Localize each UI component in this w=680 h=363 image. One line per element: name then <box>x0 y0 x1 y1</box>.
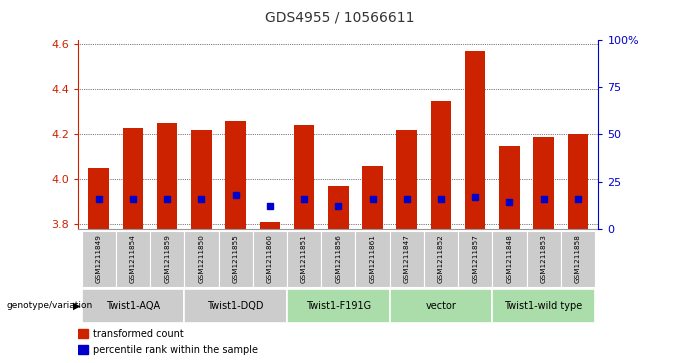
Text: GSM1211856: GSM1211856 <box>335 234 341 283</box>
Text: GSM1211855: GSM1211855 <box>233 234 239 283</box>
Bar <box>191 130 211 229</box>
Text: GSM1211861: GSM1211861 <box>369 234 375 283</box>
Bar <box>78 329 88 338</box>
Text: genotype/variation: genotype/variation <box>7 301 93 310</box>
Bar <box>424 231 458 287</box>
Text: percentile rank within the sample: percentile rank within the sample <box>92 345 258 355</box>
Bar <box>294 125 314 229</box>
Text: vector: vector <box>426 301 456 311</box>
Text: GSM1211853: GSM1211853 <box>541 234 547 283</box>
Bar <box>499 146 520 229</box>
Bar <box>184 231 218 287</box>
Bar <box>526 231 561 287</box>
Text: GSM1211851: GSM1211851 <box>301 234 307 283</box>
Bar <box>218 231 253 287</box>
Bar <box>390 289 492 323</box>
Bar <box>390 231 424 287</box>
Bar <box>430 101 452 229</box>
Text: GSM1211854: GSM1211854 <box>130 234 136 283</box>
Text: transformed count: transformed count <box>92 329 184 339</box>
Bar <box>321 231 356 287</box>
Text: GDS4955 / 10566611: GDS4955 / 10566611 <box>265 11 415 25</box>
Bar <box>157 123 177 229</box>
Bar <box>328 186 349 229</box>
Bar <box>82 231 116 287</box>
Text: GSM1211849: GSM1211849 <box>96 234 102 283</box>
Bar <box>78 345 88 354</box>
Bar <box>287 231 321 287</box>
Text: Twist1-wild type: Twist1-wild type <box>505 301 583 311</box>
Bar <box>568 134 588 229</box>
Text: GSM1211850: GSM1211850 <box>199 234 205 283</box>
Bar <box>458 231 492 287</box>
Text: GSM1211847: GSM1211847 <box>404 234 410 283</box>
Text: Twist1-DQD: Twist1-DQD <box>207 301 264 311</box>
Bar <box>253 231 287 287</box>
Text: GSM1211857: GSM1211857 <box>472 234 478 283</box>
Text: ▶: ▶ <box>73 301 81 311</box>
Bar <box>561 231 595 287</box>
Bar <box>116 231 150 287</box>
Text: GSM1211848: GSM1211848 <box>507 234 513 283</box>
Text: GSM1211852: GSM1211852 <box>438 234 444 283</box>
Bar <box>287 289 390 323</box>
Bar <box>150 231 184 287</box>
Bar <box>492 231 526 287</box>
Text: Twist1-AQA: Twist1-AQA <box>106 301 160 311</box>
Bar <box>396 130 417 229</box>
Text: Twist1-F191G: Twist1-F191G <box>306 301 371 311</box>
Bar <box>362 166 383 229</box>
Text: GSM1211859: GSM1211859 <box>164 234 170 283</box>
Text: GSM1211860: GSM1211860 <box>267 234 273 283</box>
Bar <box>492 289 595 323</box>
Bar <box>260 222 280 229</box>
Bar <box>184 289 287 323</box>
Bar <box>465 51 486 229</box>
Bar <box>533 136 554 229</box>
Bar <box>88 168 109 229</box>
Bar <box>225 121 246 229</box>
Bar <box>122 127 143 229</box>
Bar <box>82 289 184 323</box>
Bar <box>356 231 390 287</box>
Text: GSM1211858: GSM1211858 <box>575 234 581 283</box>
